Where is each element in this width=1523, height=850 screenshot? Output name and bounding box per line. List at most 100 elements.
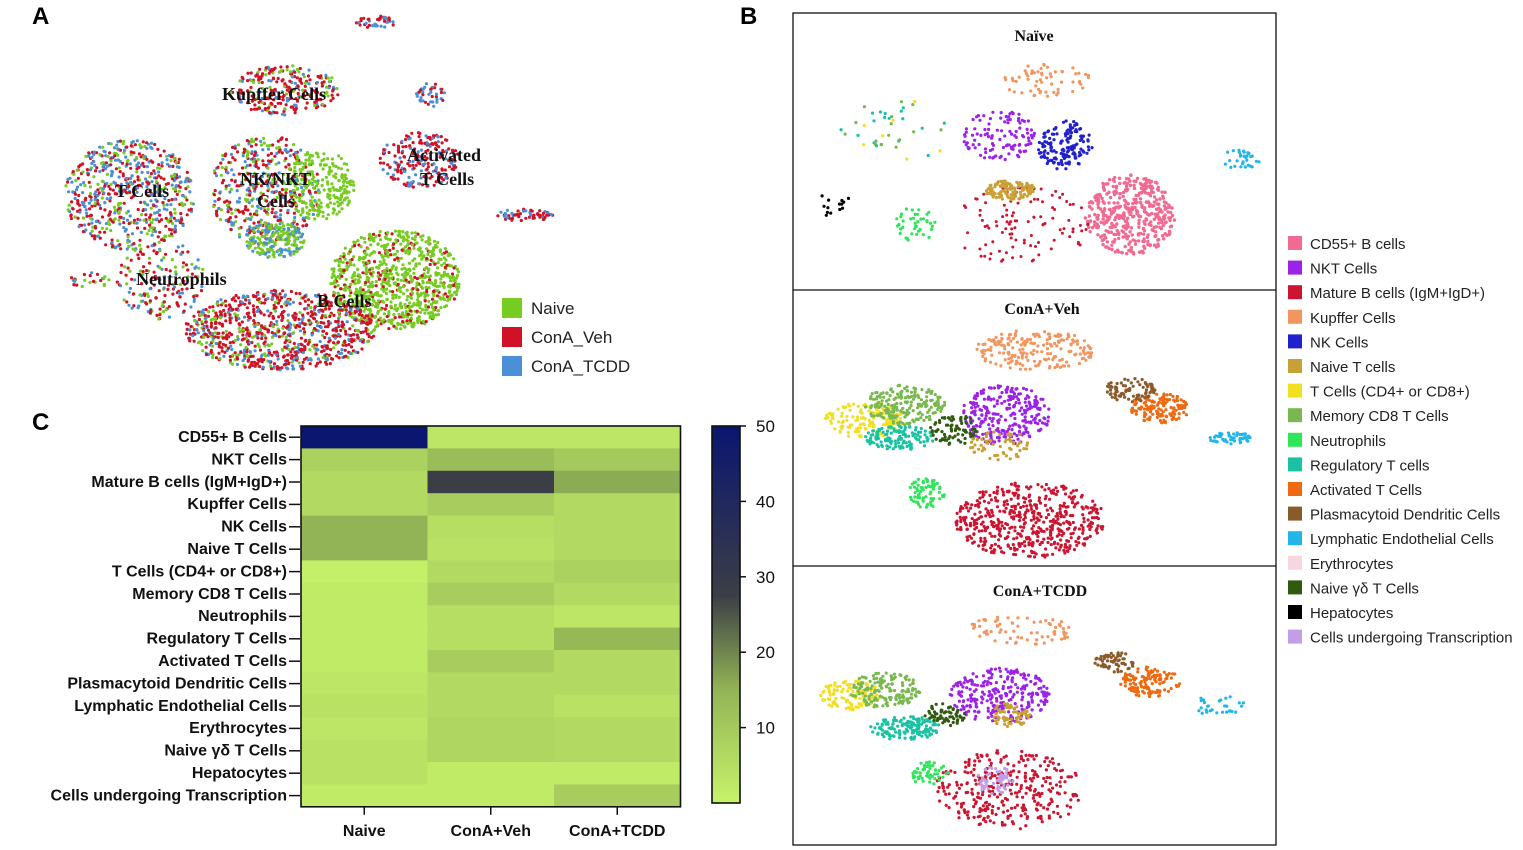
scatter-point bbox=[396, 322, 400, 327]
scatter-point bbox=[277, 329, 281, 333]
scatter-point bbox=[181, 194, 185, 198]
scatter-point bbox=[236, 337, 240, 341]
scatter-point bbox=[276, 139, 280, 143]
scatter-point bbox=[252, 310, 256, 314]
scatter-point bbox=[226, 207, 230, 211]
scatter-point bbox=[379, 294, 383, 298]
scatter-point bbox=[385, 250, 389, 254]
scatter-point bbox=[314, 180, 318, 184]
scatter-point bbox=[93, 202, 97, 206]
scatter-point bbox=[338, 198, 342, 202]
scatter-point bbox=[200, 320, 204, 324]
scatter-point bbox=[1080, 229, 1084, 233]
scatter-point bbox=[292, 169, 296, 173]
scatter-point bbox=[246, 71, 250, 75]
scatter-point bbox=[251, 241, 255, 245]
scatter-point bbox=[349, 183, 353, 187]
scatter-point bbox=[517, 215, 521, 219]
scatter-point bbox=[126, 266, 130, 270]
scatter-point bbox=[339, 157, 343, 161]
scatter-point bbox=[81, 170, 85, 174]
scatter-point bbox=[1172, 218, 1177, 222]
scatter-point bbox=[359, 245, 363, 249]
scatter-point bbox=[1029, 244, 1033, 248]
scatter-point bbox=[1052, 138, 1056, 142]
scatter-point bbox=[331, 211, 335, 215]
scatter-point bbox=[107, 141, 111, 146]
scatter-point bbox=[345, 320, 349, 324]
scatter-point bbox=[104, 161, 108, 165]
scatter-point bbox=[236, 208, 240, 212]
scatter-point bbox=[109, 228, 113, 233]
scatter-point bbox=[147, 181, 151, 185]
scatter-point bbox=[343, 339, 347, 343]
scatter-point bbox=[377, 251, 382, 255]
scatter-point bbox=[154, 296, 158, 300]
scatter-point bbox=[385, 273, 389, 277]
scatter-point bbox=[425, 247, 429, 251]
heatmap-cell bbox=[554, 426, 681, 449]
scatter-point bbox=[362, 16, 366, 20]
scatter-point bbox=[389, 300, 393, 304]
scatter-point bbox=[88, 207, 92, 211]
scatter-point bbox=[427, 92, 431, 96]
scatter-point bbox=[106, 154, 110, 158]
scatter-point bbox=[387, 327, 391, 331]
scatter-point bbox=[450, 157, 454, 161]
scatter-point bbox=[230, 211, 234, 215]
scatter-point bbox=[267, 254, 271, 259]
scatter-point bbox=[158, 230, 162, 234]
scatter-point bbox=[259, 251, 263, 255]
scatter-point bbox=[144, 177, 148, 181]
scatter-point bbox=[301, 88, 305, 92]
scatter-point bbox=[296, 84, 300, 89]
cluster-label-kupffer: Kupffer Cells bbox=[222, 84, 326, 104]
scatter-point bbox=[173, 230, 177, 234]
scatter-point bbox=[295, 356, 299, 360]
heatmap-cell bbox=[301, 694, 428, 718]
scatter-point bbox=[275, 350, 279, 354]
scatter-point bbox=[169, 219, 173, 223]
scatter-point bbox=[259, 196, 263, 200]
scatter-point bbox=[436, 289, 440, 293]
scatter-point bbox=[267, 250, 271, 254]
scatter-point bbox=[159, 176, 163, 180]
scatter-point bbox=[434, 313, 438, 317]
scatter-point bbox=[1077, 162, 1081, 166]
scatter-point bbox=[211, 317, 215, 321]
scatter-point bbox=[445, 295, 449, 299]
scatter-point bbox=[1130, 233, 1134, 237]
scatter-point bbox=[111, 188, 115, 192]
scatter-point bbox=[73, 215, 77, 219]
scatter-point bbox=[112, 180, 116, 184]
scatter-point bbox=[429, 87, 433, 91]
scatter-point bbox=[161, 310, 166, 314]
scatter-point bbox=[250, 99, 254, 103]
scatter-point bbox=[407, 184, 411, 188]
scatter-point bbox=[263, 209, 267, 213]
scatter-point bbox=[150, 192, 154, 197]
scatter-point bbox=[358, 23, 362, 27]
scatter-point bbox=[421, 308, 425, 312]
scatter-point bbox=[275, 151, 279, 155]
scatter-point bbox=[262, 136, 266, 140]
scatter-point bbox=[145, 141, 149, 145]
scatter-point bbox=[269, 88, 273, 92]
scatter-point bbox=[350, 257, 354, 262]
scatter-point bbox=[390, 267, 394, 271]
scatter-point bbox=[225, 170, 229, 174]
scatter-point bbox=[116, 147, 120, 152]
scatter-point bbox=[262, 301, 267, 305]
scatter-point bbox=[407, 267, 411, 271]
scatter-point bbox=[253, 107, 257, 111]
scatter-point bbox=[282, 231, 286, 236]
heatmap-row-label: Memory CD8 T Cells bbox=[132, 586, 287, 603]
scatter-point bbox=[447, 290, 451, 295]
scatter-point bbox=[1128, 230, 1132, 234]
scatter-point bbox=[404, 310, 408, 314]
scatter-point bbox=[284, 335, 288, 339]
scatter-point bbox=[406, 312, 410, 316]
scatter-point bbox=[991, 240, 995, 244]
scatter-point bbox=[182, 309, 186, 313]
scatter-point bbox=[329, 169, 333, 173]
